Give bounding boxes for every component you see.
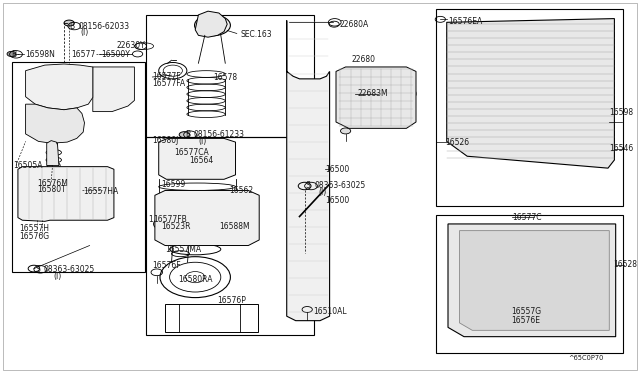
Text: 16577FA: 16577FA (152, 79, 186, 88)
Text: 16576G: 16576G (19, 232, 49, 241)
Polygon shape (47, 143, 58, 166)
Text: 08363-63025: 08363-63025 (315, 182, 366, 190)
Circle shape (7, 51, 16, 57)
Text: 08156-61233: 08156-61233 (193, 130, 244, 139)
Polygon shape (447, 19, 614, 168)
Text: 16500: 16500 (325, 165, 349, 174)
Text: (I): (I) (198, 137, 207, 146)
Text: 16577C: 16577C (512, 213, 541, 222)
Polygon shape (18, 167, 114, 221)
Text: 16576M: 16576M (37, 179, 68, 187)
Text: 16588M: 16588M (219, 222, 250, 231)
Text: 1: 1 (148, 215, 153, 224)
Text: 16557H: 16557H (19, 224, 49, 233)
Text: 16580J: 16580J (152, 136, 179, 145)
Bar (146, 137, 314, 335)
Text: 16577FB: 16577FB (154, 215, 188, 224)
Text: 22680A: 22680A (339, 20, 369, 29)
Text: 16557HA: 16557HA (83, 187, 118, 196)
Text: 16546: 16546 (609, 144, 634, 153)
Text: 22680: 22680 (352, 55, 376, 64)
Polygon shape (336, 67, 416, 128)
Text: 16562: 16562 (229, 186, 253, 195)
Text: 16500Y: 16500Y (101, 50, 130, 59)
Text: 16577: 16577 (72, 50, 96, 59)
Text: 16580RA: 16580RA (178, 275, 212, 284)
Polygon shape (448, 224, 616, 337)
Text: 22683M: 22683M (357, 89, 388, 98)
Text: 16598: 16598 (609, 108, 634, 117)
Text: 08156-62033: 08156-62033 (78, 22, 129, 31)
Polygon shape (93, 67, 134, 112)
Text: 16580T: 16580T (37, 185, 66, 194)
Polygon shape (287, 20, 330, 321)
Circle shape (340, 128, 351, 134)
Polygon shape (47, 141, 59, 166)
Polygon shape (460, 231, 609, 330)
Text: 16576E: 16576E (511, 316, 540, 325)
Text: 16599: 16599 (161, 180, 186, 189)
Circle shape (64, 20, 74, 26)
Text: 16500: 16500 (325, 196, 349, 205)
Text: (I): (I) (53, 272, 61, 280)
Bar (165, 304, 258, 332)
Text: 16576F: 16576F (152, 262, 181, 270)
Text: 16577F: 16577F (152, 72, 181, 81)
Text: 16557G: 16557G (511, 307, 541, 316)
Text: 16564: 16564 (189, 156, 213, 165)
Polygon shape (26, 104, 84, 143)
Text: S: S (306, 182, 310, 190)
Text: 16526: 16526 (445, 138, 469, 147)
Circle shape (195, 15, 230, 36)
Polygon shape (155, 190, 259, 246)
Text: S: S (35, 265, 40, 274)
Text: ^65C0P70: ^65C0P70 (568, 355, 604, 361)
Bar (12, 62, 145, 272)
Bar (436, 9, 623, 206)
Text: 22630Y: 22630Y (116, 41, 145, 50)
Text: SEC.163: SEC.163 (241, 30, 272, 39)
Text: 16576EA: 16576EA (448, 17, 483, 26)
Polygon shape (195, 11, 227, 37)
Text: B: B (185, 130, 190, 139)
Text: 16510AL: 16510AL (314, 307, 348, 316)
Text: 08363-63025: 08363-63025 (44, 265, 95, 274)
Bar (146, 15, 314, 137)
Text: 16505A: 16505A (13, 161, 42, 170)
Polygon shape (159, 138, 236, 179)
Text: (I): (I) (319, 188, 327, 197)
Text: B: B (11, 50, 16, 59)
Text: 16598N: 16598N (26, 50, 56, 59)
Text: 16557MA: 16557MA (165, 245, 201, 254)
Text: 16523R: 16523R (161, 222, 191, 231)
Circle shape (179, 132, 189, 138)
Text: B: B (69, 22, 74, 31)
Text: 16528: 16528 (613, 260, 637, 269)
Text: (I): (I) (81, 28, 89, 37)
Bar (436, 215, 623, 353)
Polygon shape (26, 64, 93, 110)
Text: 16578: 16578 (213, 73, 237, 81)
Text: 16576P: 16576P (218, 296, 246, 305)
Text: 16577CA: 16577CA (174, 148, 209, 157)
